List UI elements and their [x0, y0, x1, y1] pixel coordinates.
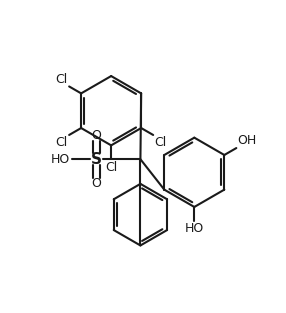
Text: Cl: Cl — [55, 136, 68, 149]
Text: Cl: Cl — [154, 136, 167, 149]
Text: O: O — [92, 177, 102, 190]
Text: O: O — [92, 129, 102, 142]
Text: S: S — [91, 152, 102, 167]
Text: Cl: Cl — [55, 73, 68, 86]
Text: HO: HO — [51, 153, 70, 166]
Text: HO: HO — [185, 222, 204, 235]
Text: OH: OH — [238, 134, 257, 147]
Text: Cl: Cl — [105, 161, 117, 174]
